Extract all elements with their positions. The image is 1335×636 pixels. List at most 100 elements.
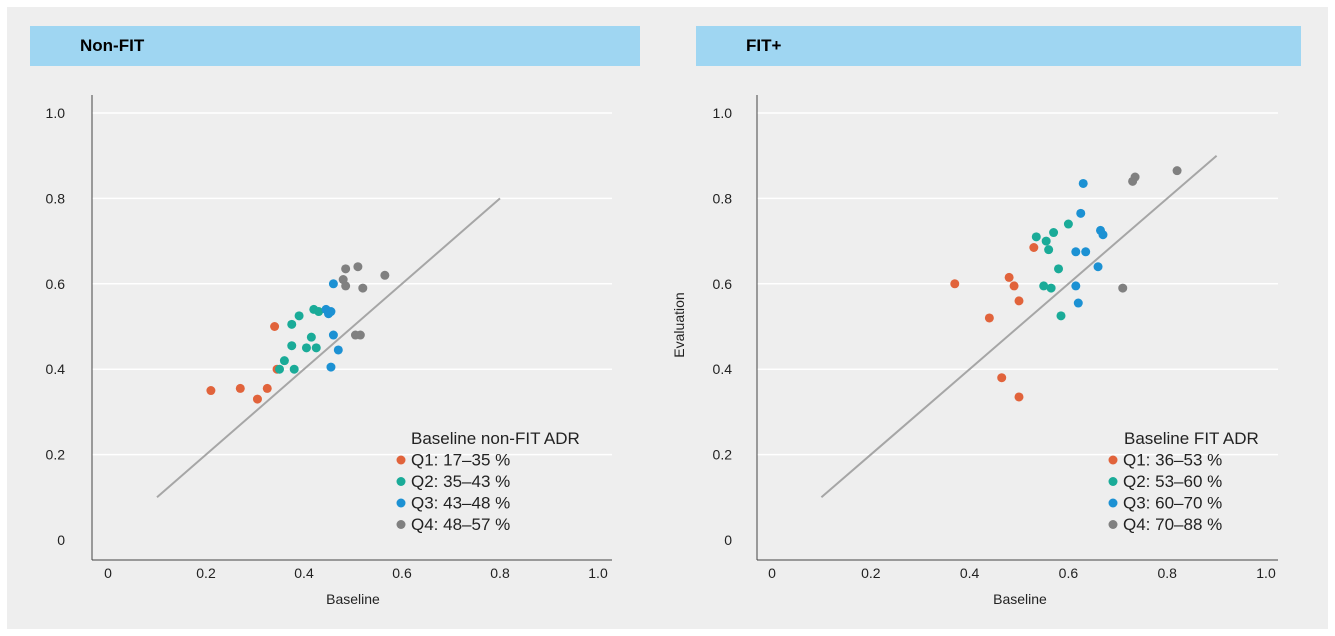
data-point [326,362,336,372]
y-tick-label: 0.4 [713,361,733,377]
data-point [358,283,368,293]
data-point [1071,247,1081,257]
panel-title-left: Non-FIT [80,36,145,55]
legend-label: Q3: 43–48 % [411,494,510,513]
y-tick-label: 0.4 [46,361,66,377]
data-point [252,394,262,404]
data-point [262,383,272,393]
legend-title: Baseline non-FIT ADR [411,429,580,448]
reference-line [820,154,1218,499]
legend-marker [1108,498,1118,508]
x-tick-label: 0.4 [960,565,980,581]
data-point [1172,166,1182,176]
data-point [275,364,284,374]
data-point [950,279,960,289]
y-axis-label: Evaluation [671,292,687,357]
data-point [380,270,390,280]
figure-background [7,7,1328,629]
x-axis-label: Baseline [993,591,1047,607]
legend-label: Q2: 53–60 % [1123,472,1222,491]
data-point [287,319,297,329]
data-point [1014,392,1024,402]
data-point [1073,298,1083,308]
legend-marker [396,520,406,529]
legend-marker [396,498,406,508]
y-tick-label: 1.0 [46,105,66,121]
x-axis-label: Baseline [326,591,380,607]
data-point [341,264,351,274]
x-tick-label: 0.8 [490,565,510,581]
panel-title-right: FIT+ [746,36,782,55]
data-point [997,373,1007,383]
legend-label: Q4: 48–57 % [411,515,510,534]
data-point [1093,262,1103,272]
data-point [1041,236,1051,246]
data-point [1118,283,1128,293]
data-point [306,332,316,342]
data-point [1031,232,1041,242]
data-point [328,330,338,340]
data-point [314,307,324,317]
reference-line [156,197,501,499]
y-tick-label: 0.6 [46,276,66,292]
data-point [1029,243,1039,253]
data-point [326,307,336,317]
x-tick-label: 0.8 [1157,565,1177,581]
data-point [289,364,299,374]
legend-marker [1108,477,1118,486]
x-tick-label: 0.2 [196,565,216,581]
y-tick-label: 0.8 [713,190,733,206]
data-point [1056,311,1066,321]
data-point [279,356,289,366]
data-point [1130,172,1140,182]
data-point [1098,230,1108,240]
panel-header-right: FIT+ [696,26,1301,66]
legend-title: Baseline FIT ADR [1124,429,1259,448]
y-tick-label: 0.2 [46,447,66,463]
data-point [341,281,351,291]
y-tick-label: 1.0 [713,105,733,121]
x-tick-label: 0.4 [294,565,314,581]
y-tick-label: 0 [57,532,65,548]
legend-marker [396,477,406,486]
x-tick-label: 0.2 [861,565,881,581]
data-point [270,322,280,331]
data-point [235,383,245,393]
data-point [206,386,216,396]
legend-marker [1108,520,1118,529]
y-tick-label: 0.2 [713,447,733,463]
data-point [353,262,363,272]
x-tick-label: 1.0 [1256,565,1276,581]
data-point [1014,296,1024,306]
data-point [1039,281,1049,291]
data-point [1076,208,1086,218]
data-point [984,313,994,323]
x-tick-label: 0.6 [392,565,412,581]
x-tick-label: 0 [104,565,112,581]
data-point [1078,178,1088,188]
legend-label: Q1: 36–53 % [1123,451,1222,470]
data-point [301,343,311,353]
x-tick-label: 0 [768,565,776,581]
y-tick-label: 0.8 [46,190,66,206]
x-tick-label: 0.6 [1059,565,1079,581]
data-point [1009,281,1019,291]
legend-label: Q3: 60–70 % [1123,494,1222,513]
legend-marker [396,455,406,465]
data-point [1046,283,1056,293]
legend-label: Q4: 70–88 % [1123,515,1222,534]
legend-label: Q2: 35–43 % [411,472,510,491]
data-point [333,345,343,355]
data-point [1044,245,1054,255]
data-point [1004,272,1014,282]
legend-marker [1108,455,1118,465]
data-point [1081,247,1091,257]
data-point [1071,281,1081,291]
legend-label: Q1: 17–35 % [411,451,510,470]
x-tick-label: 1.0 [588,565,608,581]
data-point [1063,219,1073,229]
data-point [287,341,297,351]
data-point [328,279,338,289]
data-point [1049,228,1059,238]
